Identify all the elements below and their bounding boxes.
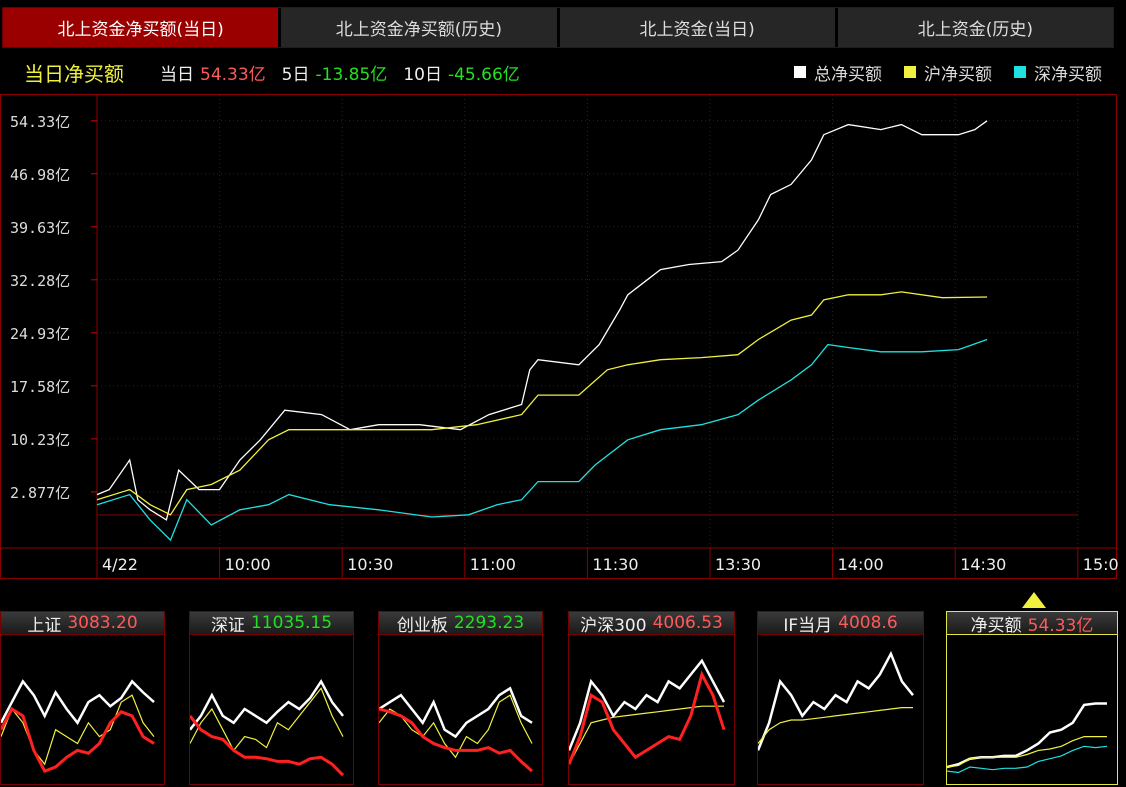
mini-panel-value: 2293.23 (453, 613, 525, 633)
tab-net-buy-today[interactable]: 北上资金净买额(当日) (3, 8, 279, 47)
5d-label: 5日 (281, 64, 310, 85)
legend-swatch-total (794, 66, 806, 78)
x-tick-label: 11:30 (592, 555, 638, 574)
mini-panel-3[interactable]: 沪深300 4006.53 (567, 611, 735, 785)
y-tick-label: 24.93亿 (10, 325, 70, 343)
mini-panel-value: 54.33亿 (1027, 615, 1094, 636)
tab-bar: 北上资金净买额(当日) 北上资金净买额(历史) 北上资金(当日) 北上资金(历史… (2, 7, 1114, 48)
mini-panel-value: 4008.6 (838, 613, 898, 633)
mini-panel-name: 上证 (27, 615, 62, 636)
tab-northbound-today[interactable]: 北上资金(当日) (559, 8, 835, 47)
mini-panel-header: 净买额 54.33亿 (946, 611, 1118, 636)
mini-panel-name: 净买额 (970, 615, 1022, 636)
mini-line (946, 702, 1107, 769)
legend-sh: 沪净买额 (924, 64, 992, 85)
5d-value: -13.85亿 (315, 64, 388, 85)
summary-row: 当日净买额 当日 54.33亿 5日 -13.85亿 10日 -45.66亿 总… (0, 50, 1118, 94)
10d-label: 10日 (403, 64, 442, 85)
selected-indicator (1022, 592, 1046, 608)
legend-swatch-sh (904, 66, 916, 78)
legend-total: 总净买额 (814, 64, 882, 85)
mini-line (946, 745, 1108, 774)
x-tick-label: 10:30 (347, 555, 393, 574)
mini-panel-chart (946, 635, 1118, 785)
mini-panel-chart (756, 635, 924, 785)
chart-frame (0, 94, 1117, 579)
x-tick-label: 13:30 (715, 555, 761, 574)
mini-line (756, 650, 914, 751)
main-chart: 54.33亿 46.98亿 39.63亿 32.28亿 24.93亿 17.58亿 10.2… (0, 94, 1119, 579)
mini-line (0, 694, 155, 766)
y-tick-label: 2.877亿 (10, 484, 70, 502)
mini-panel-value: 3083.20 (67, 613, 138, 633)
mini-line (0, 679, 155, 726)
x-tick-label: 14:00 (838, 555, 884, 574)
x-tick-label: 4/22 (102, 555, 138, 574)
tab-northbound-history[interactable]: 北上资金(历史) (837, 8, 1113, 47)
x-tick-label: 14:30 (960, 555, 1006, 574)
y-tick-label: 54.33亿 (10, 113, 70, 131)
today-label: 当日 (160, 64, 194, 85)
mini-panel-5[interactable]: 净买额 54.33亿 (946, 611, 1118, 785)
10d-value: -45.66亿 (447, 64, 520, 85)
mini-panel-header: 沪深300 4006.53 (568, 611, 735, 636)
series-line-sh (96, 291, 988, 516)
mini-panel-name: 创业板 (396, 615, 448, 636)
mini-panel-1[interactable]: 深证 11035.15 (188, 611, 354, 785)
legend: 总净买额 沪净买额 深净买额 (780, 60, 1102, 85)
mini-line (567, 670, 726, 765)
mini-line (378, 694, 533, 759)
mini-panel-name: 沪深300 (580, 615, 647, 636)
mini-line (567, 658, 726, 751)
mini-panel-chart (188, 635, 354, 785)
mini-panel-header: 创业板 2293.23 (378, 611, 543, 636)
mini-panel-chart (0, 635, 165, 785)
mini-line (0, 706, 155, 773)
x-tick-label: 15:0 (1083, 555, 1119, 574)
chart-title: 当日净买额 (24, 61, 124, 86)
x-tick-label: 11:00 (470, 555, 516, 574)
mini-panel-chart (378, 635, 543, 785)
series-line-sz (96, 338, 988, 542)
mini-line (757, 706, 913, 744)
mini-panel-0[interactable]: 上证 3083.20 (0, 611, 165, 785)
series-line-total (96, 120, 988, 521)
mini-panel-chart (567, 635, 735, 785)
mini-line (378, 707, 533, 773)
mini-panel-name: 深证 (210, 615, 245, 636)
legend-swatch-sz (1014, 66, 1026, 78)
mini-panel-value: 4006.53 (652, 613, 723, 633)
y-tick-label: 39.63亿 (10, 219, 70, 237)
mini-line (188, 714, 345, 777)
mini-panel-name: IF当月 (783, 615, 833, 636)
y-tick-label: 46.98亿 (10, 166, 70, 184)
tab-net-buy-history[interactable]: 北上资金净买额(历史) (281, 8, 557, 47)
mini-panel-4[interactable]: IF当月 4008.6 (756, 611, 924, 785)
mini-panel-header: IF当月 4008.6 (757, 611, 924, 636)
mini-line (189, 678, 344, 731)
mini-panel-2[interactable]: 创业板 2293.23 (378, 611, 543, 785)
mini-line (378, 686, 533, 739)
mini-line (946, 735, 1107, 768)
legend-sz: 深净买额 (1034, 64, 1102, 85)
y-tick-label: 32.28亿 (10, 272, 70, 290)
mini-panel-header: 深证 11035.15 (189, 611, 354, 636)
mini-line (568, 705, 724, 765)
mini-panel-value: 11035.15 (250, 613, 333, 633)
mini-panel-header: 上证 3083.20 (0, 611, 165, 636)
today-value: 54.33亿 (200, 64, 266, 85)
y-tick-label: 17.58亿 (10, 378, 70, 396)
x-tick-label: 10:00 (225, 555, 271, 574)
y-tick-label: 10.23亿 (10, 431, 70, 449)
mini-line (189, 687, 344, 752)
